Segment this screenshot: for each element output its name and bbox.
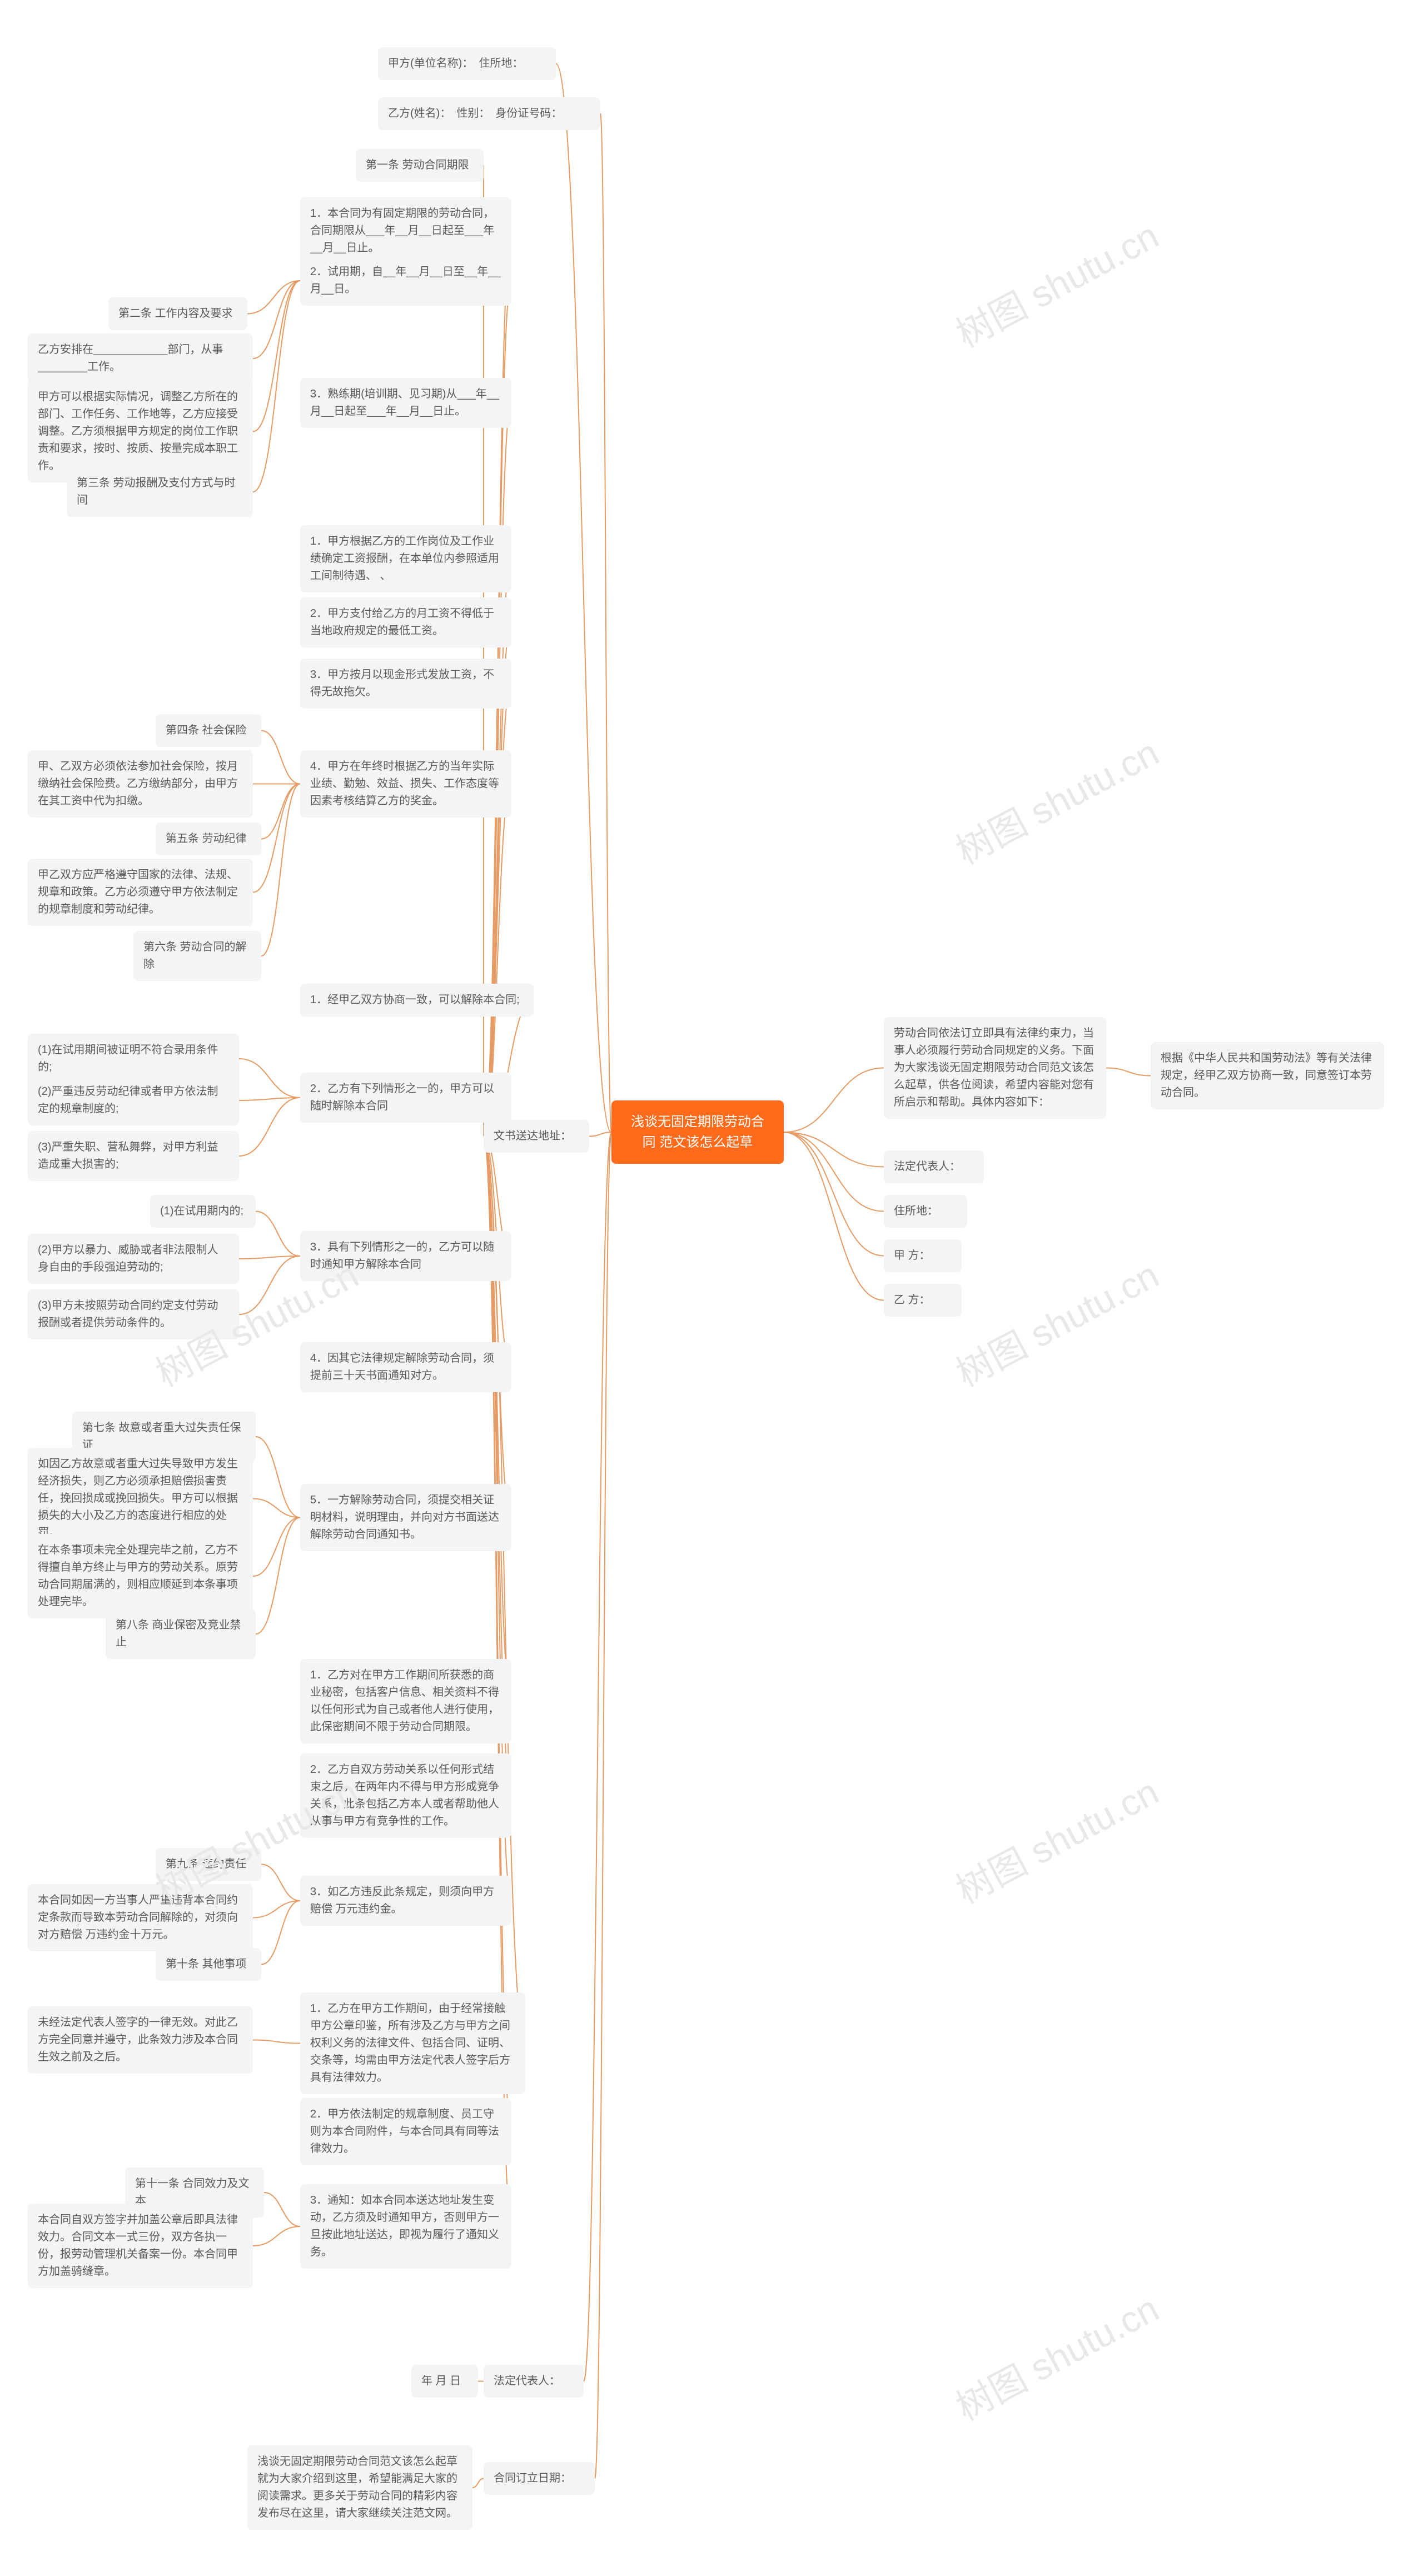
watermark: 树图 shutu.cn: [946, 207, 1167, 358]
mindmap-node: 第三条 劳动报酬及支付方式与时间: [67, 467, 253, 517]
mindmap-node: 第四条 社会保险: [156, 714, 261, 747]
root-node: 浅谈无固定期限劳动合同 范文该怎么起草: [611, 1100, 784, 1164]
mindmap-node: 1．乙方在甲方工作期间，由于经常接触甲方公章印鉴，所有涉及乙方与甲方之间权利义务…: [300, 1992, 525, 2094]
mindmap-node: 法定代表人：: [484, 2365, 584, 2398]
mindmap-node: 乙方(姓名)： 性别： 身份证号码：: [378, 97, 600, 130]
mindmap-node: 1．甲方根据乙方的工作岗位及工作业绩确定工资报酬，在本单位内参照适用工间制待遇、…: [300, 525, 511, 592]
mindmap-node: 劳动合同依法订立即具有法律约束力，当事人必须履行劳动合同规定的义务。下面为大家浅…: [884, 1017, 1106, 1119]
mindmap-node: 4．因其它法律规定解除劳动合同，须提前三十天书面通知对方。: [300, 1342, 511, 1392]
mindmap-node: 4．甲方在年终时根据乙方的当年实际业绩、勤勉、效益、损失、工作态度等因素考核结算…: [300, 750, 511, 818]
mindmap-node: (2)甲方以暴力、威胁或者非法限制人身自由的手段强迫劳动的;: [28, 1234, 239, 1284]
mindmap-node: 第九条 违约责任: [156, 1848, 261, 1881]
mindmap-node: 5．一方解除劳动合同，须提交相关证明材料，说明理由，并向对方书面送达解除劳动合同…: [300, 1484, 511, 1551]
mindmap-node: 2．乙方有下列情形之一的，甲方可以随时解除本合同: [300, 1073, 511, 1123]
watermark: 树图 shutu.cn: [946, 1763, 1167, 1914]
mindmap-node: 2．乙方自双方劳动关系以任何形式结束之后，在两年内不得与甲方形成竞争关系，此条包…: [300, 1753, 511, 1838]
mindmap-node: 第八条 商业保密及竞业禁止: [106, 1609, 256, 1659]
mindmap-node: 文书送达地址：: [484, 1120, 589, 1153]
mindmap-node: 甲方(单位名称)： 住所地：: [378, 47, 556, 80]
mindmap-node: 浅谈无固定期限劳动合同范文该怎么起草就为大家介绍到这里，希望能满足大家的阅读需求…: [247, 2445, 472, 2530]
mindmap-node: 2．甲方支付给乙方的月工资不得低于当地政府规定的最低工资。: [300, 597, 511, 647]
mindmap-node: 2．试用期，自__年__月__日至__年__月__日。: [300, 256, 511, 306]
mindmap-node: 3．具有下列情形之一的，乙方可以随时通知甲方解除本合同: [300, 1231, 511, 1281]
mindmap-node: 3．通知：如本合同本送达地址发生变动，乙方须及时通知甲方，否则甲方一旦按此地址送…: [300, 2184, 511, 2269]
mindmap-node: 乙 方：: [884, 1284, 962, 1317]
mindmap-node: 1．乙方对在甲方工作期间所获悉的商业秘密，包括客户信息、相关资料不得以任何形式为…: [300, 1659, 511, 1743]
mindmap-node: 3．甲方按月以现金形式发放工资，不得无故拖欠。: [300, 659, 511, 709]
mindmap-node: 1．经甲乙双方协商一致，可以解除本合同;: [300, 984, 534, 1017]
mindmap-node: (2)严重违反劳动纪律或者甲方依法制定的规章制度的;: [28, 1075, 239, 1125]
mindmap-node: 第二条 工作内容及要求: [108, 297, 247, 330]
mindmap-node: 未经法定代表人签字的一律无效。对此乙方完全同意并遵守，此条效力涉及本合同生效之前…: [28, 2006, 253, 2074]
mindmap-node: 2．甲方依法制定的规章制度、员工守则为本合同附件，与本合同具有同等法律效力。: [300, 2098, 511, 2165]
mindmap-node: 根据《中华人民共和国劳动法》等有关法律规定，经甲乙双方协商一致，同意签订本劳动合…: [1151, 1042, 1384, 1109]
mindmap-node: (3)甲方未按照劳动合同约定支付劳动报酬或者提供劳动条件的。: [28, 1289, 239, 1339]
mindmap-node: 合同订立日期：: [484, 2462, 595, 2495]
mindmap-node: 3．熟练期(培训期、见习期)从___年__月__日起至___年__月__日止。: [300, 378, 511, 428]
mindmap-node: 3．如乙方违反此条规定，则须向甲方赔偿 万元违约金。: [300, 1876, 511, 1926]
mindmap-node: 第一条 劳动合同期限: [356, 149, 484, 182]
watermark: 树图 shutu.cn: [946, 2280, 1167, 2431]
mindmap-node: (3)严重失职、营私舞弊，对甲方利益造成重大损害的;: [28, 1131, 239, 1181]
mindmap-node: 本合同如因一方当事人严重违背本合同约定条款而导致本劳动合同解除的，对须向对方赔偿…: [28, 1884, 253, 1951]
mindmap-node: 1．本合同为有固定期限的劳动合同，合同期限从___年__月__日起至___年__…: [300, 197, 511, 265]
watermark: 树图 shutu.cn: [946, 1246, 1167, 1397]
mindmap-node: 甲 方：: [884, 1239, 962, 1272]
mindmap-node: 法定代表人：: [884, 1150, 984, 1183]
mindmap-node: 甲、乙双方必须依法参加社会保险，按月缴纳社会保险费。乙方缴纳部分，由甲方在其工资…: [28, 750, 253, 818]
mindmap-node: 在本条事项未完全处理完毕之前，乙方不得擅自单方终止与甲方的劳动关系。原劳动合同期…: [28, 1534, 253, 1618]
mindmap-node: 第五条 劳动纪律: [156, 823, 261, 855]
mindmap-node: 住所地：: [884, 1195, 967, 1228]
mindmap-node: 第十条 其他事项: [156, 1948, 261, 1981]
mindmap-node: 甲乙双方应严格遵守国家的法律、法规、规章和政策。乙方必须遵守甲方依法制定的规章制…: [28, 859, 253, 926]
mindmap-node: 乙方安排在____________部门，从事________工作。: [28, 333, 253, 383]
mindmap-node: 本合同自双方签字并加盖公章后即具法律效力。合同文本一式三份，双方各执一份，报劳动…: [28, 2204, 253, 2288]
mindmap-node: 第六条 劳动合同的解除: [133, 931, 261, 981]
mindmap-node: 年 月 日: [411, 2365, 478, 2398]
mindmap-node: (1)在试用期内的;: [150, 1195, 256, 1228]
watermark: 树图 shutu.cn: [946, 724, 1167, 875]
